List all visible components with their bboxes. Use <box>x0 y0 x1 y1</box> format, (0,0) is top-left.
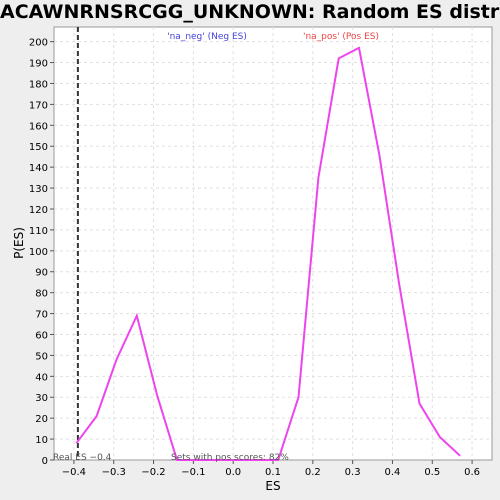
y-tick-label: 100 <box>29 247 48 258</box>
x-tick-label: 0.0 <box>225 467 241 478</box>
x-tick-label: 0.5 <box>424 467 440 478</box>
y-tick-label: 0 <box>42 456 48 467</box>
y-tick-label: 30 <box>35 393 48 404</box>
x-tick-label: −0.1 <box>181 467 205 478</box>
y-axis-label: P(ES) <box>12 227 26 259</box>
y-axis: 0 10 20 30 40 50 60 70 80 90 100 110 120 130 140 150 160… <box>29 38 54 467</box>
x-tick-label: 0.6 <box>464 467 480 478</box>
y-tick-label: 110 <box>29 226 48 237</box>
y-tick-label: 80 <box>35 289 48 300</box>
y-tick-label: 130 <box>29 184 48 195</box>
y-tick-label: 40 <box>35 372 48 383</box>
y-tick-label: 120 <box>29 205 48 216</box>
y-tick-label: 70 <box>35 310 48 321</box>
y-tick-label: 190 <box>29 59 48 70</box>
y-tick-label: 20 <box>35 414 48 425</box>
x-tick-label: 0.3 <box>345 467 361 478</box>
x-tick-label: 0.4 <box>385 467 401 478</box>
legend-neg-label: 'na_neg' (Neg ES) <box>167 32 247 42</box>
x-tick-label: 0.1 <box>265 467 281 478</box>
y-tick-label: 160 <box>29 121 48 132</box>
real-es-annotation: Real ES −0.4 <box>53 453 112 463</box>
x-tick-label: −0.2 <box>141 467 165 478</box>
y-tick-label: 180 <box>29 79 48 90</box>
pos-scores-annotation: Sets with pos scores: 82% <box>171 453 289 463</box>
y-tick-label: 10 <box>35 435 48 446</box>
y-tick-label: 60 <box>35 330 48 341</box>
y-tick-label: 200 <box>29 38 48 49</box>
x-tick-label: −0.4 <box>62 467 86 478</box>
y-tick-label: 140 <box>29 163 48 174</box>
y-tick-label: 50 <box>35 351 48 362</box>
y-tick-label: 150 <box>29 142 48 153</box>
x-axis-label: ES <box>265 479 280 493</box>
x-tick-label: −0.3 <box>102 467 126 478</box>
y-tick-label: 90 <box>35 268 48 279</box>
x-axis: −0.4 −0.3 −0.2 −0.1 0.0 0.1 0.2 0.3 0.4 0.5 0.6 <box>62 460 480 478</box>
series-line <box>75 46 461 461</box>
grid-lines <box>54 27 492 460</box>
x-tick-label: 0.2 <box>305 467 321 478</box>
chart-title: ACAWNRNSRCGG_UNKNOWN: Random ES distribu… <box>0 1 500 23</box>
y-tick-label: 170 <box>29 100 48 111</box>
legend-pos-label: 'na_pos' (Pos ES) <box>303 32 379 42</box>
